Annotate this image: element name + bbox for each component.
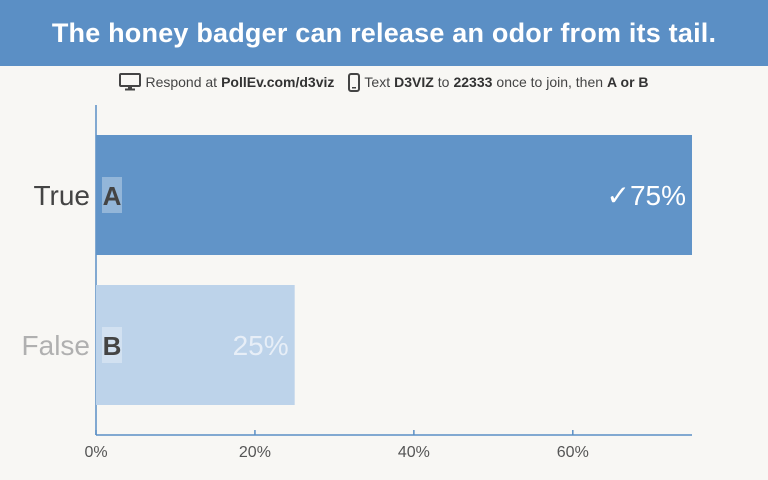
respond-url-link[interactable]: PollEv.com/d3viz xyxy=(221,74,335,90)
option-letter-badge xyxy=(102,327,122,363)
category-label: False xyxy=(22,330,90,361)
value-label: 25% xyxy=(233,330,289,361)
category-label: True xyxy=(33,180,90,211)
monitor-icon xyxy=(119,73,142,91)
value-percent: 75% xyxy=(630,180,686,211)
text-to: to xyxy=(437,74,450,90)
x-tick-label: 60% xyxy=(557,444,589,461)
option-letter-badge xyxy=(102,177,122,213)
join-code: D3VIZ xyxy=(394,74,434,90)
bar-true xyxy=(96,135,692,255)
correct-check-icon: ✓ xyxy=(606,180,629,211)
x-tick-label: 40% xyxy=(398,444,430,461)
answer-options: A or B xyxy=(607,74,649,90)
text-prefix: Text xyxy=(364,74,391,90)
value-label: ✓75% xyxy=(606,180,686,211)
x-tick-label: 20% xyxy=(239,444,271,461)
option-letter: A xyxy=(103,181,122,211)
join-text: once to join, then xyxy=(496,74,604,90)
poll-question-title: The honey badger can release an odor fro… xyxy=(51,17,717,48)
option-letter: B xyxy=(103,331,122,361)
response-instructions: Respond at PollEv.com/d3viz Text D3VIZ t… xyxy=(0,66,768,98)
title-bar: The honey badger can release an odor fro… xyxy=(0,0,768,66)
sms-number: 22333 xyxy=(453,74,493,90)
x-tick-label: 0% xyxy=(84,444,107,461)
respond-prefix: Respond at xyxy=(145,74,218,90)
bar-false xyxy=(96,285,295,405)
phone-icon xyxy=(348,72,361,92)
